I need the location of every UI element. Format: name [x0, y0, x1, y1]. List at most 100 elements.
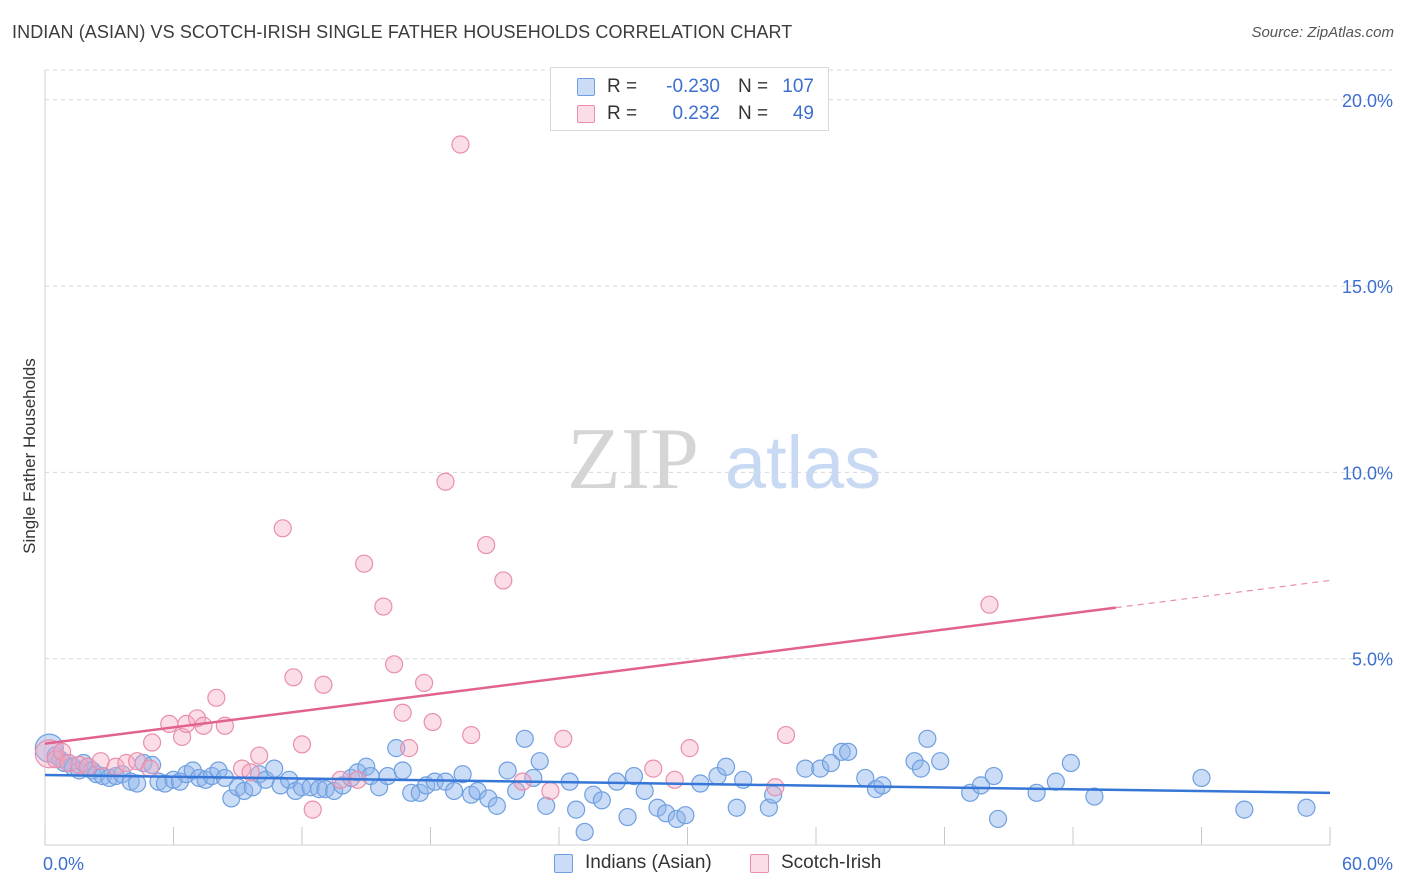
legend-label: Scotch-Irish: [781, 852, 882, 873]
data-point: [374, 597, 393, 616]
data-point: [384, 655, 404, 674]
data-point: [414, 673, 434, 693]
data-point: [292, 735, 312, 754]
series-legend: Indians (Asian) Scotch-Irish: [0, 852, 1406, 876]
legend-label: Indians (Asian): [585, 852, 712, 873]
legend-row-scotch-irish: R = 0.232 N = 49: [551, 101, 814, 127]
data-point: [355, 554, 374, 573]
data-point: [444, 781, 464, 801]
data-point: [1085, 787, 1104, 806]
data-point: [727, 798, 746, 817]
data-point: [140, 759, 160, 778]
data-point: [53, 742, 72, 761]
data-point: [624, 766, 644, 786]
data-point: [918, 729, 937, 748]
blue-swatch: [577, 78, 595, 96]
data-point: [194, 716, 213, 735]
data-point: [839, 742, 858, 761]
data-point: [984, 766, 1003, 786]
trend-line: [44, 606, 1116, 745]
data-point: [393, 703, 412, 722]
n-label: N =: [738, 76, 769, 97]
data-point: [314, 675, 333, 694]
n-value: 49: [792, 103, 814, 124]
data-point: [399, 739, 419, 758]
data-point: [635, 781, 654, 801]
axes: [44, 70, 1331, 846]
source-credit: Source: ZipAtlas.com: [1251, 24, 1394, 41]
data-point: [716, 757, 736, 776]
data-point: [1061, 753, 1080, 773]
data-point: [494, 571, 513, 590]
data-point: [796, 759, 815, 778]
data-point: [832, 742, 851, 761]
data-point: [250, 746, 269, 765]
x-tick-label: 60.0%: [1342, 854, 1393, 874]
trend-lines: [44, 579, 1331, 795]
data-point: [387, 739, 406, 758]
data-point: [207, 688, 226, 707]
data-point: [498, 761, 517, 780]
pink-swatch: [577, 105, 595, 123]
data-point: [410, 783, 429, 802]
data-point: [905, 752, 924, 771]
data-point: [357, 757, 376, 776]
watermark-atlas: atlas: [725, 421, 881, 504]
data-point: [1235, 800, 1254, 819]
data-point: [487, 796, 506, 815]
data-point: [541, 781, 560, 801]
data-point: [537, 796, 556, 815]
data-point: [567, 800, 586, 819]
data-point: [980, 595, 999, 614]
chart-title: INDIAN (ASIAN) VS SCOTCH-IRISH SINGLE FA…: [12, 22, 793, 42]
watermark-zip: ZIP: [567, 411, 699, 508]
data-point: [436, 472, 455, 491]
r-label: R =: [607, 76, 638, 97]
correlation-legend: R = -0.230 N = 107 R = 0.232 N = 49: [550, 67, 829, 131]
data-point: [284, 668, 303, 687]
y-tick-label: 15.0%: [1342, 277, 1393, 297]
data-point: [183, 761, 202, 780]
data-point: [988, 809, 1008, 829]
data-point: [530, 752, 549, 771]
data-point: [1297, 798, 1316, 817]
data-point: [554, 729, 573, 748]
data-point: [265, 759, 284, 778]
data-point: [477, 535, 496, 555]
n-value: 107: [782, 76, 814, 97]
y-tick-label: 20.0%: [1342, 91, 1393, 111]
y-axis-label: Single Father Households: [20, 358, 39, 554]
data-point: [303, 800, 322, 819]
data-point: [971, 776, 991, 795]
data-point: [931, 752, 950, 771]
data-point: [209, 761, 228, 780]
trend-line-extension: [1115, 579, 1331, 609]
series-scotch-irish: [34, 135, 999, 819]
data-point: [1046, 772, 1065, 791]
trend-line: [44, 773, 1331, 795]
data-point: [127, 774, 147, 793]
blue-swatch: [554, 853, 573, 873]
x-tick-label: 0.0%: [43, 854, 84, 874]
data-point: [423, 712, 442, 732]
watermark: ZIP atlas: [567, 411, 881, 508]
data-point: [515, 729, 534, 748]
gridlines: [45, 69, 1392, 660]
data-point: [811, 759, 830, 778]
data-point: [656, 804, 676, 823]
data-point: [393, 761, 412, 780]
data-point: [766, 778, 785, 797]
data-point: [142, 733, 162, 752]
data-point: [462, 725, 481, 745]
r-value: 0.232: [672, 103, 720, 124]
n-label: N =: [738, 103, 769, 124]
data-point: [644, 759, 663, 778]
data-point: [676, 806, 695, 825]
pink-swatch: [750, 853, 769, 873]
r-value: -0.230: [666, 76, 720, 97]
data-point: [618, 807, 637, 827]
r-label: R =: [607, 103, 638, 124]
data-point: [592, 791, 611, 810]
data-point: [1192, 768, 1211, 788]
